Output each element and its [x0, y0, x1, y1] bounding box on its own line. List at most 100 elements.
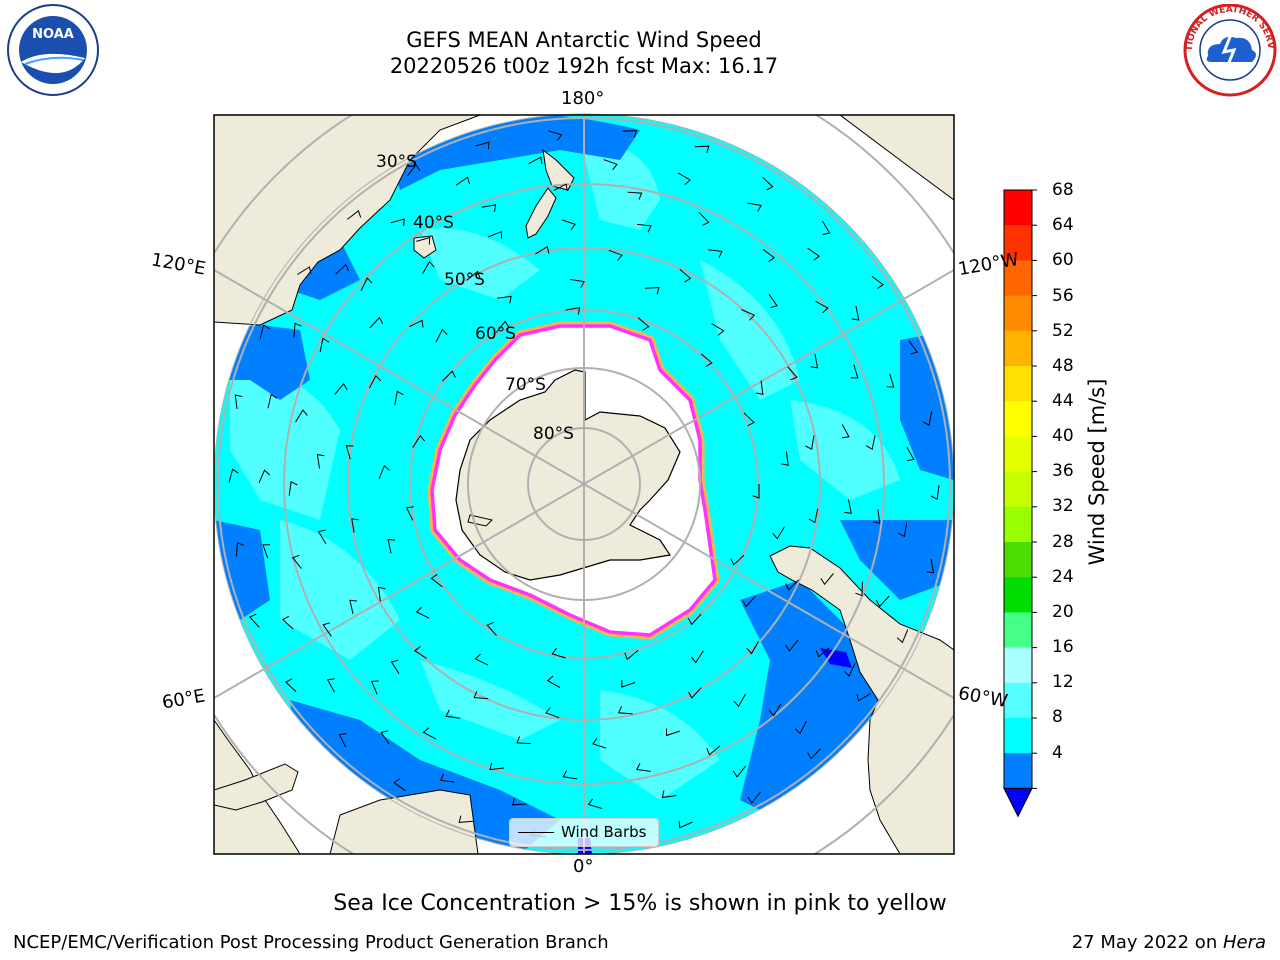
lon-label-180: 180° [561, 88, 605, 109]
colorbar-tick: 36 [1052, 461, 1074, 481]
colorbar-segment [1004, 190, 1032, 226]
wind-barb [815, 300, 829, 314]
wind-barb [821, 220, 831, 235]
wind-barb [488, 230, 503, 239]
wind-barb [815, 647, 830, 658]
wind-barb [762, 248, 776, 263]
wind-barb [377, 586, 386, 602]
colorbar-tick: 48 [1052, 356, 1074, 376]
colorbar-segment [1004, 753, 1032, 789]
wind-barb [820, 573, 834, 586]
wind-barb [338, 733, 347, 748]
colorbar-tick: 24 [1052, 567, 1074, 587]
colorbar-tick: 16 [1052, 637, 1074, 657]
wind-barb [415, 606, 430, 619]
wind-barb [351, 518, 359, 533]
colorbar-tick: 8 [1052, 707, 1063, 727]
footer-date-text: 27 May 2022 on [1071, 932, 1223, 953]
wind-barb [360, 277, 373, 291]
wind-barb [528, 156, 543, 165]
wind-barb [851, 306, 860, 321]
wind-barb [930, 485, 940, 500]
wind-barb [285, 678, 297, 693]
wind-barb [390, 218, 405, 227]
wind-barb [592, 737, 607, 749]
lat-label-70s: 70°S [505, 375, 546, 395]
wind-barb [259, 324, 270, 339]
wind-barb [787, 366, 798, 381]
colorbar-segment [1004, 436, 1032, 473]
wind-barb [678, 820, 693, 829]
wind-barb [850, 364, 859, 379]
wind-barb [810, 354, 819, 369]
colorbar-tick: 64 [1052, 215, 1074, 235]
wind-barb [516, 736, 531, 745]
wind-barb [334, 383, 348, 395]
colorbar-segment [1004, 401, 1032, 437]
wind-barb [293, 322, 302, 338]
wind-barb [562, 770, 578, 780]
wind-barb [405, 506, 414, 521]
wind-barb [445, 709, 460, 719]
wind-barb [747, 202, 762, 212]
wind-barb [886, 373, 895, 388]
wind-barb [926, 558, 935, 574]
wind-barb [872, 509, 881, 524]
wind-barb [733, 693, 746, 708]
wind-barb [422, 727, 437, 740]
wind-barb [730, 554, 745, 566]
colorbar-segment [1004, 225, 1032, 261]
wind-barb [378, 464, 390, 479]
wind-barb [621, 679, 636, 688]
colorbar-tick: 56 [1052, 286, 1074, 306]
wind-barb [645, 286, 660, 295]
colorbar-segment [1004, 718, 1032, 754]
wind-barb [742, 595, 756, 608]
wind-barb [768, 294, 778, 309]
colorbar-frame [1003, 189, 1033, 789]
colorbar-tick: 44 [1052, 391, 1074, 411]
wind-barb [906, 446, 915, 462]
wind-barb [617, 706, 633, 715]
wind-barb [636, 763, 651, 772]
wind-barb [747, 791, 761, 804]
wind-barb [768, 703, 782, 717]
wind-barb [475, 141, 490, 150]
wind-barb [442, 370, 456, 382]
wind-barb [474, 653, 489, 666]
legend-label: Wind Barbs [561, 823, 647, 841]
wind-barb [679, 269, 692, 283]
wind-barb [762, 176, 774, 191]
wind-barb [416, 236, 431, 245]
wind-barb [489, 762, 505, 771]
colorbar-extend-triangle [1003, 787, 1033, 818]
wind-barb [258, 469, 271, 484]
wind-barb [666, 728, 680, 737]
wind-barb [855, 581, 863, 597]
wind-barb [322, 622, 332, 637]
wind-barb [319, 337, 330, 353]
graticule [214, 115, 954, 854]
wind-barb [843, 663, 856, 677]
wind-barb [708, 249, 723, 258]
wind-barb [553, 183, 568, 192]
wind-barb [561, 219, 576, 231]
wind-barb [808, 508, 819, 524]
wind-barb [865, 435, 876, 450]
wind-barb [732, 765, 747, 778]
colorbar-segment [1004, 577, 1032, 613]
wind-barb [496, 320, 510, 333]
wind-barb [297, 266, 312, 275]
wind-barbs [228, 130, 940, 838]
wind-barb [409, 319, 424, 328]
wind-barb [922, 411, 932, 426]
wind-barb [624, 650, 639, 661]
noaa-logo: NOAA [7, 4, 99, 96]
lat-label-60s: 60°S [475, 324, 516, 344]
wind-barb [603, 159, 618, 171]
wind-barb [781, 451, 789, 466]
wind-barb [248, 613, 260, 628]
colorbar-tick: 12 [1052, 672, 1074, 692]
lat-label-30s: 30°S [376, 152, 417, 172]
